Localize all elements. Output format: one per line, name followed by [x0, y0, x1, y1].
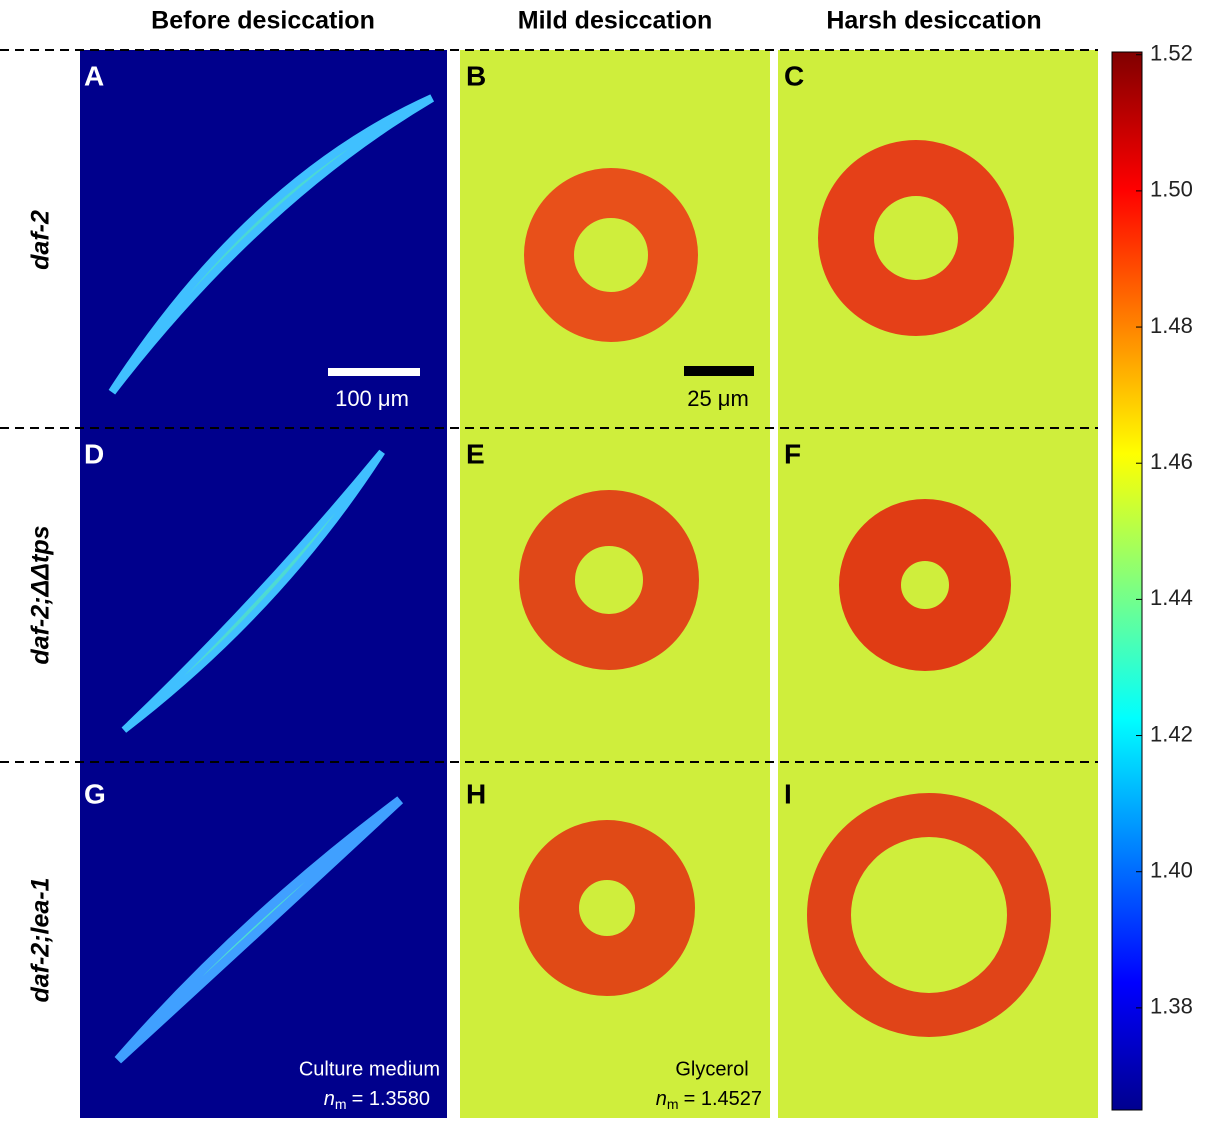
- value: = 1.4527: [684, 1088, 762, 1110]
- scale-label: 100 μm: [335, 386, 409, 411]
- column-header: Before desiccation: [151, 7, 375, 35]
- medium-name: Culture medium: [299, 1058, 440, 1080]
- scale-bar: [684, 366, 754, 376]
- symbol: n: [656, 1088, 667, 1110]
- scale-label: 25 μm: [687, 386, 749, 411]
- panel-letter: F: [784, 438, 801, 469]
- subscript: m: [667, 1096, 679, 1112]
- colorbar-tick-label: 1.44: [1150, 585, 1193, 610]
- panel-letter: B: [466, 60, 486, 91]
- panel-letter: I: [784, 778, 792, 809]
- colorbar-tick-label: 1.46: [1150, 449, 1193, 474]
- value: = 1.3580: [352, 1088, 430, 1110]
- row-label: daf-2;ΔΔtps: [27, 525, 55, 664]
- column-header: Harsh desiccation: [826, 7, 1041, 35]
- figure: Before desiccation Mild desiccation Hars…: [0, 0, 1214, 1118]
- colorbar-tick-label: 1.48: [1150, 313, 1193, 338]
- colorbar-tick-label: 1.50: [1150, 177, 1193, 202]
- colorbar-tick-label: 1.40: [1150, 858, 1193, 883]
- panel-letter: G: [84, 778, 106, 809]
- colorbar-tick-label: 1.42: [1150, 721, 1193, 746]
- panel-letter: D: [84, 438, 104, 469]
- subscript: m: [335, 1096, 347, 1112]
- panel-letter: H: [466, 778, 486, 809]
- colorbar: [1112, 52, 1142, 1110]
- colorbar-tick-label: 1.52: [1150, 41, 1193, 66]
- column-header: Mild desiccation: [518, 7, 712, 35]
- scale-bar: [328, 368, 420, 376]
- panel-letter: E: [466, 438, 485, 469]
- medium-name: Glycerol: [675, 1058, 748, 1080]
- panel-letter: C: [784, 60, 804, 91]
- row-label: daf-2: [27, 210, 55, 270]
- panel-letter: A: [84, 60, 104, 91]
- symbol: n: [324, 1088, 335, 1110]
- panels: [80, 50, 1098, 1118]
- row-label: daf-2;lea-1: [27, 877, 55, 1002]
- colorbar-tick-label: 1.38: [1150, 994, 1193, 1019]
